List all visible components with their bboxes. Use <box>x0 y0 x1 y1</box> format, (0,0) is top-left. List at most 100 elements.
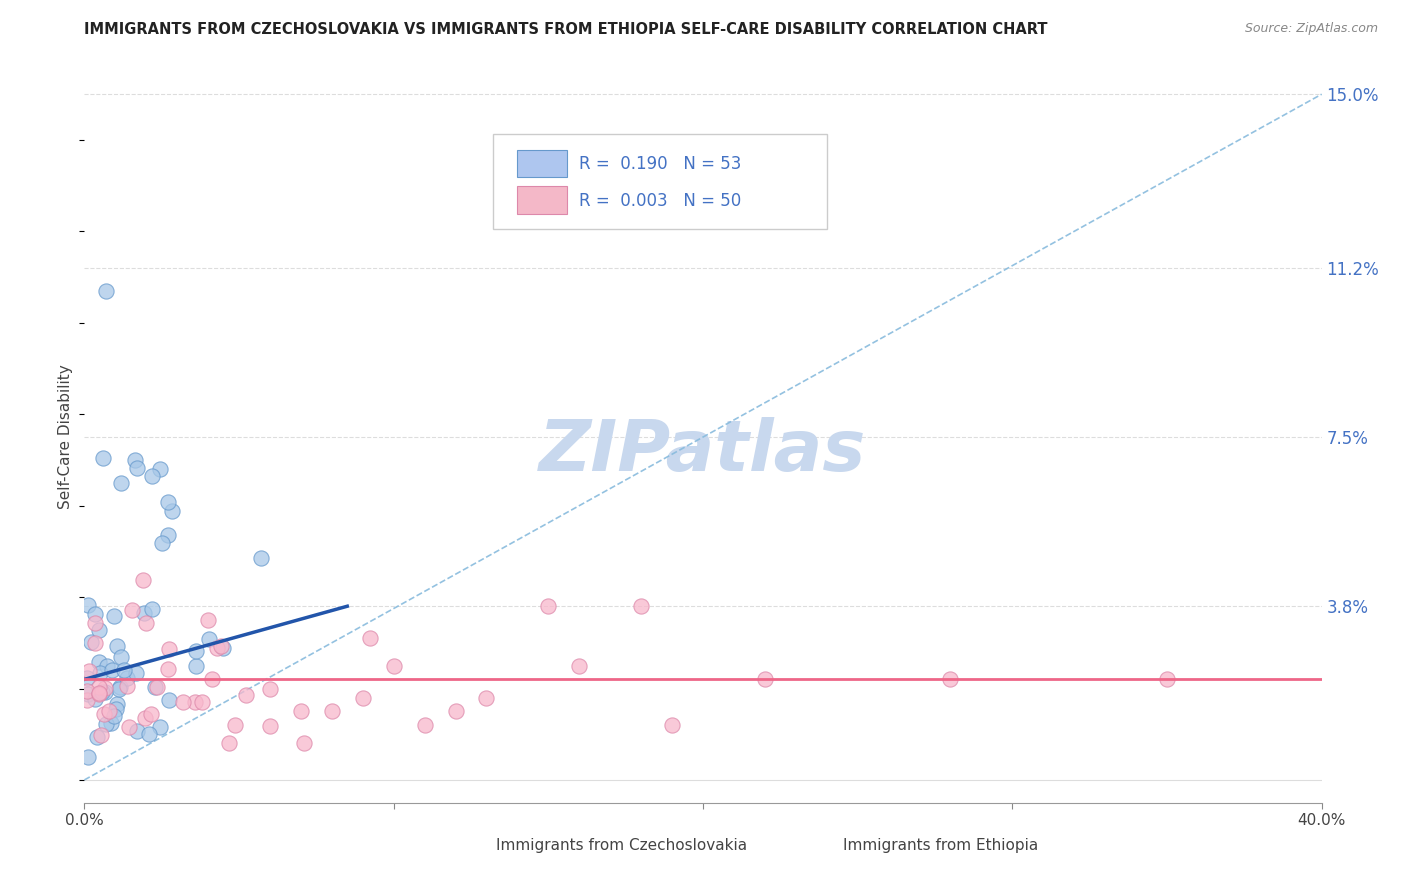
FancyBboxPatch shape <box>456 836 486 858</box>
FancyBboxPatch shape <box>801 836 832 858</box>
Point <box>93 681 115 695</box>
Text: ZIPatlas: ZIPatlas <box>540 417 866 486</box>
Point <box>209 639 232 653</box>
Point <box>80 635 103 649</box>
Point <box>93 706 115 721</box>
Point <box>76 687 98 701</box>
Point <box>157 642 180 657</box>
Point <box>568 658 591 673</box>
Point <box>197 632 219 646</box>
Point <box>110 475 132 490</box>
Point <box>134 711 156 725</box>
Point <box>121 602 143 616</box>
Point <box>141 601 163 615</box>
Point <box>96 659 118 673</box>
Point <box>84 691 107 706</box>
Point <box>141 469 163 483</box>
Point <box>172 696 194 710</box>
Point <box>112 663 135 677</box>
Point <box>125 461 148 475</box>
Point <box>87 656 110 670</box>
Point <box>184 695 207 709</box>
Point <box>661 718 683 732</box>
Point <box>104 702 127 716</box>
Point <box>149 462 172 476</box>
Point <box>90 728 112 742</box>
Text: R =  0.190   N = 53: R = 0.190 N = 53 <box>579 155 741 173</box>
Point <box>157 527 180 541</box>
Text: Source: ZipAtlas.com: Source: ZipAtlas.com <box>1244 22 1378 36</box>
Point <box>115 679 138 693</box>
Point <box>87 686 110 700</box>
Point <box>76 693 98 707</box>
Point <box>218 735 240 749</box>
Point <box>207 640 229 655</box>
Point <box>145 680 167 694</box>
Point <box>77 664 100 678</box>
Point <box>100 715 122 730</box>
Point <box>754 673 776 687</box>
Point <box>135 615 157 630</box>
Point <box>132 573 155 587</box>
Point <box>124 453 146 467</box>
Point <box>156 495 179 509</box>
Point <box>94 284 117 298</box>
Point <box>98 704 121 718</box>
Point <box>150 536 173 550</box>
Point <box>235 689 257 703</box>
FancyBboxPatch shape <box>492 134 827 228</box>
Point <box>103 608 125 623</box>
Y-axis label: Self-Care Disability: Self-Care Disability <box>58 365 73 509</box>
Point <box>630 599 652 614</box>
Point <box>259 681 281 696</box>
Point <box>191 695 214 709</box>
Point <box>138 727 160 741</box>
Point <box>250 551 273 566</box>
Point <box>105 697 128 711</box>
Point <box>94 717 117 731</box>
Point <box>89 624 111 638</box>
Text: Immigrants from Czechoslovakia: Immigrants from Czechoslovakia <box>496 838 748 854</box>
Point <box>382 658 405 673</box>
Point <box>87 680 110 694</box>
FancyBboxPatch shape <box>517 186 567 214</box>
Point <box>124 666 146 681</box>
Point <box>352 690 374 705</box>
Point <box>224 718 246 732</box>
Point <box>90 685 112 699</box>
Point <box>201 672 224 686</box>
Text: R =  0.003   N = 50: R = 0.003 N = 50 <box>579 192 741 210</box>
Point <box>1156 673 1178 687</box>
Point <box>86 730 108 744</box>
Point <box>475 690 498 705</box>
Point <box>105 639 128 653</box>
Point <box>184 659 207 673</box>
Point <box>84 636 107 650</box>
Point <box>184 644 207 658</box>
Point <box>292 735 315 749</box>
Point <box>143 680 166 694</box>
Point <box>110 649 132 664</box>
Text: IMMIGRANTS FROM CZECHOSLOVAKIA VS IMMIGRANTS FROM ETHIOPIA SELF-CARE DISABILITY : IMMIGRANTS FROM CZECHOSLOVAKIA VS IMMIGR… <box>84 22 1047 37</box>
Point <box>76 598 98 612</box>
Point <box>115 671 138 685</box>
Text: Immigrants from Ethiopia: Immigrants from Ethiopia <box>842 838 1038 854</box>
Point <box>77 750 100 764</box>
Point <box>259 718 281 732</box>
Point <box>156 661 179 675</box>
Point <box>76 684 98 698</box>
Point <box>110 681 132 695</box>
Point <box>413 718 436 732</box>
Point <box>91 451 114 466</box>
Point <box>162 503 184 517</box>
Point <box>157 693 180 707</box>
Point <box>89 665 111 680</box>
Point <box>103 708 125 723</box>
Point <box>139 707 162 722</box>
Point <box>197 613 219 627</box>
Point <box>84 607 107 622</box>
Point <box>359 631 381 645</box>
Point <box>939 673 962 687</box>
FancyBboxPatch shape <box>517 150 567 178</box>
Point <box>444 705 467 719</box>
